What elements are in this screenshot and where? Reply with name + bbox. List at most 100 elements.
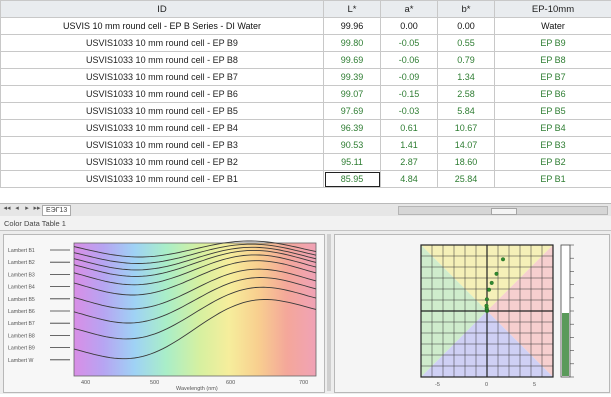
x-tick-label: 600 [226,380,235,386]
color-data-table: ID L* a* b* EP-10mm USVIS 10 mm round ce… [0,0,611,188]
cell-ep[interactable]: EP B6 [495,86,611,103]
sheet-tab-strip: ◂◂ ◂ ▸ ▸▸ ЕЭГ13 [0,203,611,217]
column-header-b[interactable]: b* [438,1,495,18]
sheet-tab[interactable]: ЕЭГ13 [42,205,71,216]
cell-ep[interactable]: EP B3 [495,137,611,154]
cell-a[interactable]: 0.00 [381,18,438,35]
cell-id[interactable]: USVIS1033 10 mm round cell - EP B5 [1,103,324,120]
cell-ep[interactable]: EP B1 [495,171,611,188]
x-tick-label: 400 [81,380,90,386]
cell-id[interactable]: USVIS1033 10 mm round cell - EP B8 [1,52,324,69]
cell-a[interactable]: 2.87 [381,154,438,171]
cell-b[interactable]: 5.84 [438,103,495,120]
cell-b[interactable]: 1.34 [438,69,495,86]
a-tick-label: -5 [435,382,440,388]
panel-tab-label[interactable]: Color Data Table 1 [4,219,66,228]
cell-l[interactable]: 90.53 [324,137,381,154]
cell-a[interactable]: 1.41 [381,137,438,154]
cell-id[interactable]: USVIS1033 10 mm round cell - EP B4 [1,120,324,137]
cell-l[interactable]: 99.80 [324,35,381,52]
cell-a[interactable]: 4.84 [381,171,438,188]
cell-ep[interactable]: EP B7 [495,69,611,86]
x-tick-label: 500 [150,380,159,386]
column-header-ep[interactable]: EP-10mm [495,1,611,18]
cell-b[interactable]: 0.79 [438,52,495,69]
lightness-scale-ticks [570,245,574,377]
cell-id[interactable]: USVIS1033 10 mm round cell - EP B6 [1,86,324,103]
cell-b[interactable]: 18.60 [438,154,495,171]
table-header-row: ID L* a* b* EP-10mm [1,1,611,18]
cell-a[interactable]: -0.05 [381,35,438,52]
cell-b[interactable]: 0.55 [438,35,495,52]
column-header-l[interactable]: L* [324,1,381,18]
cell-a[interactable]: -0.06 [381,52,438,69]
panel-splitter[interactable] [327,234,331,391]
cell-b[interactable]: 25.84 [438,171,495,188]
cell-l[interactable]: 99.69 [324,52,381,69]
cell-l[interactable]: 99.96 [324,18,381,35]
cell-a[interactable]: 0.61 [381,120,438,137]
cell-id[interactable]: USVIS1033 10 mm round cell - EP B3 [1,137,324,154]
cell-l[interactable]: 95.11 [324,154,381,171]
cell-ep[interactable]: Water [495,18,611,35]
cell-l[interactable]: 97.69 [324,103,381,120]
legend-entry: Lambert B9 [8,346,35,352]
cell-b[interactable]: 14.07 [438,137,495,154]
cell-id[interactable]: USVIS1033 10 mm round cell - EP B2 [1,154,324,171]
cell-a[interactable]: -0.15 [381,86,438,103]
ab-plot-area [421,245,553,377]
first-sheet-button[interactable]: ◂◂ [3,205,11,213]
cell-l[interactable]: 96.39 [324,120,381,137]
legend-entry: Lambert B2 [8,260,35,266]
cell-id[interactable]: USVIS1033 10 mm round cell - EP B7 [1,69,324,86]
sample-marker [487,288,491,292]
legend-entry: Lambert W [8,358,33,364]
cell-b[interactable]: 2.58 [438,86,495,103]
scrollbar-thumb[interactable] [491,208,517,215]
cell-a[interactable]: -0.03 [381,103,438,120]
legend-entry: Lambert B3 [8,272,35,278]
horizontal-scrollbar[interactable] [398,206,608,215]
cell-b[interactable]: 0.00 [438,18,495,35]
cell-a[interactable]: -0.09 [381,69,438,86]
cell-ep[interactable]: EP B9 [495,35,611,52]
prev-sheet-button[interactable]: ◂ [13,205,21,213]
cell-l[interactable]: 99.39 [324,69,381,86]
x-axis-label: Wavelength (nm) [176,386,218,392]
sample-marker [485,298,489,302]
cell-id[interactable]: USVIS1033 10 mm round cell - EP B9 [1,35,324,52]
last-sheet-button[interactable]: ▸▸ [33,205,41,213]
legend-entry: Lambert B8 [8,333,35,339]
cell-id[interactable]: USVIS1033 10 mm round cell - EP B1 [1,171,324,188]
cell-b[interactable]: 10.67 [438,120,495,137]
ab-chart: -5 0 5 [335,235,609,392]
cell-ep[interactable]: EP B5 [495,103,611,120]
legend-entry: Lambert B6 [8,309,35,315]
x-tick-label: 700 [299,380,308,386]
legend-entry: Lambert B5 [8,297,35,303]
cell-id[interactable]: USVIS 10 mm round cell - EP B Series - D… [1,18,324,35]
sample-marker [495,272,499,276]
column-header-a[interactable]: a* [381,1,438,18]
cell-ep[interactable]: EP B4 [495,120,611,137]
cell-ep[interactable]: EP B8 [495,52,611,69]
panel-tab-bar: Color Data Table 1 [0,216,611,231]
next-sheet-button[interactable]: ▸ [23,205,31,213]
table-row[interactable]: USVIS 10 mm round cell - EP B Series - D… [1,18,611,35]
cell-l-selected[interactable]: 85.95 [324,171,381,188]
cell-ep[interactable]: EP B2 [495,154,611,171]
cell-l[interactable]: 99.07 [324,86,381,103]
sample-marker [501,258,505,262]
column-header-id[interactable]: ID [1,1,324,18]
a-tick-label: 5 [533,382,536,388]
